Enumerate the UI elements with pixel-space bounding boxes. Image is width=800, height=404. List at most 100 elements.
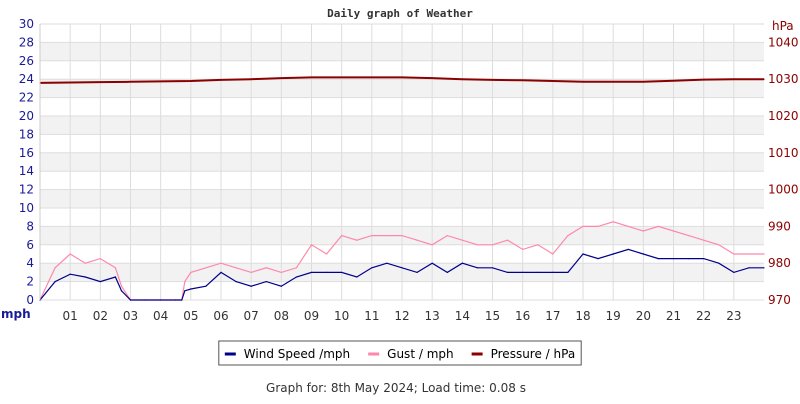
data-point bbox=[763, 267, 765, 269]
data-point bbox=[184, 290, 186, 292]
x-tick-label: 09 bbox=[304, 309, 319, 323]
data-point bbox=[160, 80, 162, 83]
left-tick-label: 24 bbox=[19, 72, 34, 86]
x-tick-label: 18 bbox=[575, 309, 590, 323]
data-point bbox=[567, 271, 569, 273]
right-tick-label: 1040 bbox=[768, 35, 799, 49]
data-point bbox=[582, 253, 584, 255]
data-point bbox=[205, 267, 207, 269]
data-point bbox=[416, 239, 418, 241]
data-point bbox=[250, 285, 252, 287]
data-point bbox=[190, 271, 192, 273]
data-point bbox=[431, 77, 433, 79]
data-point bbox=[537, 271, 539, 273]
data-point bbox=[733, 78, 735, 80]
data-point bbox=[703, 258, 705, 260]
x-tick-label: 07 bbox=[244, 309, 259, 323]
left-tick-label: 18 bbox=[19, 127, 34, 141]
left-tick-label: 26 bbox=[19, 54, 34, 68]
data-point bbox=[597, 225, 599, 227]
data-point bbox=[129, 299, 132, 301]
data-point bbox=[763, 78, 765, 80]
left-tick-label: 28 bbox=[19, 35, 34, 49]
x-tick-label: 20 bbox=[636, 309, 651, 323]
data-point bbox=[220, 79, 222, 81]
left-tick-label: 14 bbox=[19, 164, 34, 178]
legend-label-gust: Gust / mph bbox=[387, 347, 453, 361]
data-point bbox=[114, 276, 117, 278]
data-point bbox=[69, 273, 71, 275]
data-point bbox=[748, 253, 750, 255]
data-point bbox=[627, 248, 629, 250]
data-point bbox=[54, 267, 56, 269]
data-point bbox=[341, 76, 343, 78]
data-point bbox=[144, 299, 147, 301]
data-point bbox=[657, 225, 660, 227]
data-point bbox=[129, 81, 132, 83]
x-tick-label: 10 bbox=[334, 309, 349, 323]
data-point bbox=[99, 81, 101, 83]
data-point bbox=[687, 235, 690, 237]
data-point bbox=[265, 267, 267, 269]
left-tick-label: 8 bbox=[26, 219, 34, 233]
data-point bbox=[325, 271, 328, 273]
left-tick-label: 6 bbox=[26, 238, 34, 252]
data-point bbox=[280, 271, 282, 273]
data-point bbox=[461, 262, 463, 264]
data-point bbox=[310, 271, 313, 273]
data-point bbox=[190, 80, 192, 82]
x-tick-label: 17 bbox=[545, 309, 560, 323]
data-point bbox=[476, 244, 479, 246]
data-point bbox=[733, 271, 735, 273]
data-point bbox=[205, 285, 207, 287]
data-point bbox=[401, 76, 403, 78]
x-tick-label: 08 bbox=[274, 309, 289, 323]
data-point bbox=[84, 276, 86, 278]
data-point bbox=[280, 77, 282, 79]
data-point bbox=[537, 244, 539, 246]
data-point bbox=[718, 244, 720, 246]
x-tick-label: 16 bbox=[515, 309, 530, 323]
legend-label-pressure: Pressure / hPa bbox=[491, 347, 576, 361]
data-point bbox=[476, 267, 479, 269]
data-point bbox=[280, 285, 282, 287]
data-point bbox=[733, 253, 735, 255]
right-tick-label: 1000 bbox=[768, 183, 799, 197]
data-point bbox=[250, 78, 252, 80]
data-point bbox=[160, 299, 162, 301]
data-point bbox=[235, 267, 237, 269]
data-point bbox=[491, 267, 494, 269]
left-tick-label: 0 bbox=[26, 293, 34, 307]
data-point bbox=[461, 78, 463, 80]
data-point bbox=[612, 81, 614, 83]
data-point bbox=[657, 258, 660, 260]
right-tick-label: 990 bbox=[768, 219, 791, 233]
x-tick-label: 11 bbox=[364, 309, 379, 323]
x-tick-label: 06 bbox=[213, 309, 228, 323]
data-point bbox=[446, 235, 448, 237]
data-point bbox=[84, 262, 86, 264]
left-tick-label: 16 bbox=[19, 146, 34, 160]
data-point bbox=[386, 235, 388, 237]
data-point bbox=[401, 235, 403, 237]
x-tick-label: 22 bbox=[696, 309, 711, 323]
x-tick-label: 23 bbox=[726, 309, 741, 323]
x-tick-label: 21 bbox=[666, 309, 681, 323]
data-point bbox=[295, 267, 298, 269]
data-point bbox=[341, 271, 343, 273]
data-point bbox=[718, 262, 720, 264]
data-point bbox=[642, 230, 644, 232]
data-point bbox=[582, 225, 584, 227]
x-tick-label: 01 bbox=[63, 309, 78, 323]
left-tick-label: 4 bbox=[26, 256, 34, 270]
data-point bbox=[120, 290, 123, 292]
left-tick-label: 22 bbox=[19, 91, 34, 105]
data-point bbox=[325, 253, 328, 255]
data-point bbox=[54, 281, 56, 283]
data-point bbox=[552, 253, 554, 255]
data-point bbox=[491, 79, 494, 81]
data-point bbox=[175, 299, 177, 301]
data-point bbox=[120, 285, 123, 287]
data-point bbox=[612, 221, 614, 223]
data-point bbox=[310, 76, 313, 78]
